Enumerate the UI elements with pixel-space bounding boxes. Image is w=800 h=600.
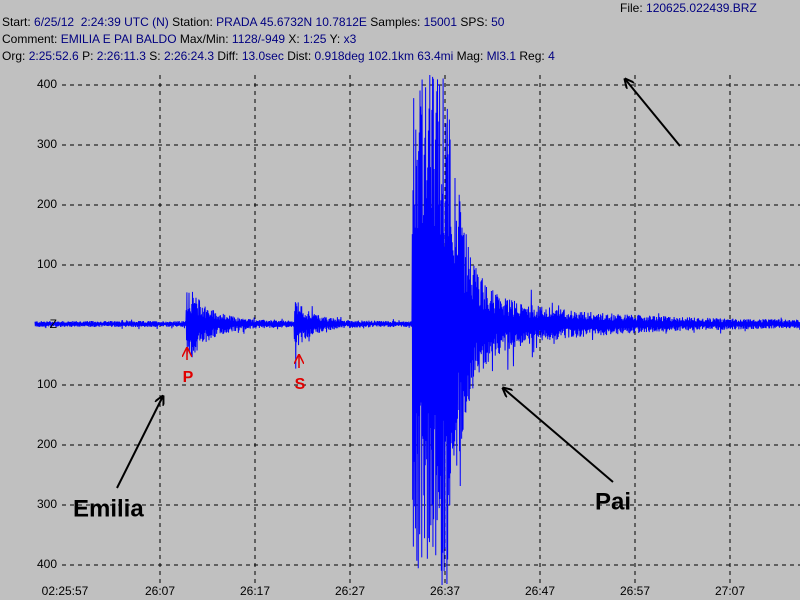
header-line: Comment: EMILIA E PAI BALDO Max/Min: 112… bbox=[2, 32, 360, 46]
y-tick-label: 400 bbox=[37, 557, 57, 571]
x-tick-label: 26:17 bbox=[240, 584, 270, 598]
field-value: 13.0sec bbox=[241, 49, 284, 63]
header-line: Start: 6/25/12 2:24:39 UTC (N) Station: … bbox=[2, 15, 508, 29]
mag-arrow bbox=[625, 79, 681, 147]
x-tick-label: 26:27 bbox=[335, 584, 365, 598]
field-value: 0.918deg 102.1km 63.4mi bbox=[314, 49, 454, 63]
x-tick-label: 26:47 bbox=[525, 584, 555, 598]
y-tick-label: 400 bbox=[37, 77, 57, 91]
y-tick-label: 200 bbox=[37, 437, 57, 451]
field-value: 1128/-949 bbox=[231, 32, 286, 46]
emilia-arrow bbox=[116, 396, 163, 489]
field-value: Ml3.1 bbox=[486, 49, 517, 63]
field-label: Diff: bbox=[217, 49, 239, 63]
field-value: 120625.022439.BRZ bbox=[646, 1, 757, 15]
waveform-trace bbox=[34, 74, 800, 586]
field-value: EMILIA E PAI BALDO bbox=[60, 32, 177, 46]
field-value: PRADA 45.6732N 10.7812E bbox=[216, 15, 367, 29]
header-line: Org: 2:25:52.6 P: 2:26:11.3 S: 2:26:24.3… bbox=[2, 49, 558, 63]
y-tick-label: Z bbox=[50, 317, 57, 331]
field-label: Max/Min: bbox=[179, 32, 229, 46]
field-value: 2:26:11.3 bbox=[96, 49, 146, 63]
axis-labels: 400 300 200 100 Z 100 200 300 400 02:25:57 26:07 26… bbox=[37, 77, 745, 598]
x-tick-label: 02:25:57 bbox=[42, 584, 89, 598]
y-tick-label: 300 bbox=[37, 497, 57, 511]
field-label: X: bbox=[288, 32, 300, 46]
field-value: x3 bbox=[343, 32, 357, 46]
y-tick-label: 200 bbox=[37, 197, 57, 211]
field-value: 2:25:52.6 bbox=[28, 49, 79, 63]
s-label: S bbox=[295, 376, 306, 393]
field-label: Start: bbox=[2, 15, 31, 29]
waveform bbox=[34, 74, 800, 586]
field-label: SPS: bbox=[460, 15, 488, 29]
field-label: Dist: bbox=[287, 49, 312, 63]
x-tick-label: 26:37 bbox=[430, 584, 460, 598]
field-label: Y: bbox=[329, 32, 341, 46]
p-label: P bbox=[183, 369, 194, 386]
y-tick-label: 100 bbox=[37, 257, 57, 271]
field-value: 6/25/12 2:24:39 UTC (N) bbox=[34, 15, 169, 29]
x-tick-label: 26:07 bbox=[145, 584, 175, 598]
field-value: 1:25 bbox=[303, 32, 327, 46]
field-label: Comment: bbox=[2, 32, 58, 46]
field-label: Reg: bbox=[519, 49, 545, 63]
field-value: 15001 bbox=[423, 15, 458, 29]
field-label: Mag: bbox=[456, 49, 484, 63]
emilia-label: Emilia bbox=[73, 495, 144, 522]
y-tick-label: 100 bbox=[37, 377, 57, 391]
y-tick-label: 300 bbox=[37, 137, 57, 151]
field-label: Samples: bbox=[370, 15, 421, 29]
field-label: P: bbox=[82, 49, 94, 63]
field-label: File: bbox=[620, 1, 643, 15]
pai-arrow bbox=[503, 388, 614, 483]
field-label: Station: bbox=[172, 15, 213, 29]
field-label: S: bbox=[149, 49, 161, 63]
field-value: 50 bbox=[491, 15, 505, 29]
field-value: 2:26:24.3 bbox=[163, 49, 214, 63]
x-tick-label: 26:57 bbox=[620, 584, 650, 598]
field-value: 4 bbox=[548, 49, 555, 63]
x-tick-label: 27:07 bbox=[715, 584, 745, 598]
pai-label: Pai bbox=[595, 488, 631, 515]
file-line: File: 120625.022439.BRZ bbox=[620, 1, 760, 15]
field-label: Org: bbox=[2, 49, 26, 63]
